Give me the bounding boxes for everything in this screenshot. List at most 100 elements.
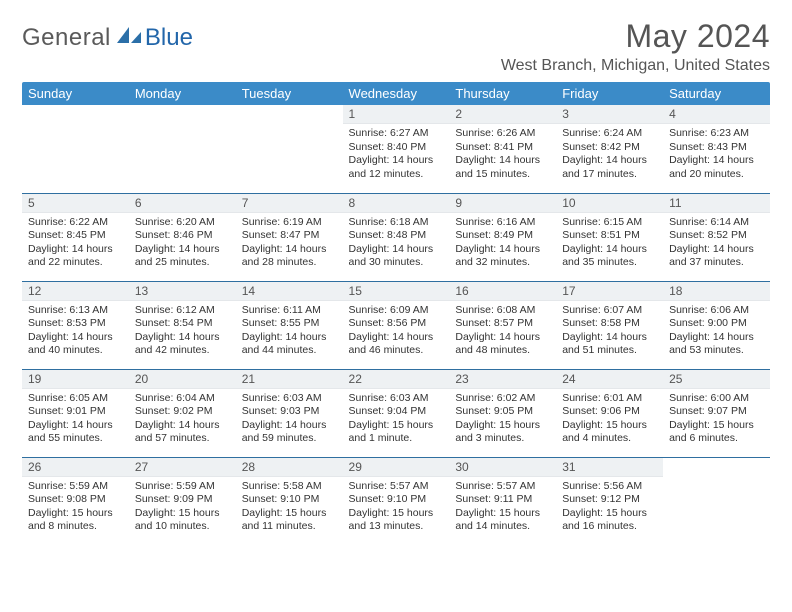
daylight-line: Daylight: 15 hours and 16 minutes. — [562, 507, 657, 534]
calendar-day-cell — [129, 105, 236, 193]
sunset-line: Sunset: 8:43 PM — [669, 141, 764, 155]
day-details: Sunrise: 6:13 AMSunset: 8:53 PMDaylight:… — [22, 301, 129, 363]
daylight-line: Daylight: 15 hours and 14 minutes. — [455, 507, 550, 534]
calendar-day-cell — [663, 457, 770, 545]
sunset-line: Sunset: 8:45 PM — [28, 229, 123, 243]
calendar-day-cell: 30Sunrise: 5:57 AMSunset: 9:11 PMDayligh… — [449, 457, 556, 545]
day-details: Sunrise: 6:15 AMSunset: 8:51 PMDaylight:… — [556, 213, 663, 275]
month-title: May 2024 — [501, 18, 770, 55]
calendar-day-cell: 11Sunrise: 6:14 AMSunset: 8:52 PMDayligh… — [663, 193, 770, 281]
day-number: 20 — [129, 370, 236, 389]
day-details: Sunrise: 6:01 AMSunset: 9:06 PMDaylight:… — [556, 389, 663, 451]
sunset-line: Sunset: 8:41 PM — [455, 141, 550, 155]
sunrise-line: Sunrise: 6:22 AM — [28, 216, 123, 230]
daylight-line: Daylight: 15 hours and 3 minutes. — [455, 419, 550, 446]
sunrise-line: Sunrise: 6:05 AM — [28, 392, 123, 406]
sunrise-line: Sunrise: 6:26 AM — [455, 127, 550, 141]
sunset-line: Sunset: 8:42 PM — [562, 141, 657, 155]
day-details: Sunrise: 6:08 AMSunset: 8:57 PMDaylight:… — [449, 301, 556, 363]
weekday-header-row: Sunday Monday Tuesday Wednesday Thursday… — [22, 82, 770, 105]
calendar-day-cell: 20Sunrise: 6:04 AMSunset: 9:02 PMDayligh… — [129, 369, 236, 457]
calendar-day-cell: 9Sunrise: 6:16 AMSunset: 8:49 PMDaylight… — [449, 193, 556, 281]
sunrise-line: Sunrise: 6:24 AM — [562, 127, 657, 141]
day-number: 3 — [556, 105, 663, 124]
calendar-day-cell — [22, 105, 129, 193]
sunset-line: Sunset: 9:04 PM — [349, 405, 444, 419]
daylight-line: Daylight: 14 hours and 55 minutes. — [28, 419, 123, 446]
day-number: 24 — [556, 370, 663, 389]
weekday-header: Monday — [129, 82, 236, 105]
sunset-line: Sunset: 9:10 PM — [349, 493, 444, 507]
sunrise-line: Sunrise: 6:03 AM — [349, 392, 444, 406]
daylight-line: Daylight: 14 hours and 46 minutes. — [349, 331, 444, 358]
calendar-day-cell: 17Sunrise: 6:07 AMSunset: 8:58 PMDayligh… — [556, 281, 663, 369]
day-number: 31 — [556, 458, 663, 477]
calendar-day-cell: 13Sunrise: 6:12 AMSunset: 8:54 PMDayligh… — [129, 281, 236, 369]
day-number: 21 — [236, 370, 343, 389]
sunrise-line: Sunrise: 6:08 AM — [455, 304, 550, 318]
daylight-line: Daylight: 14 hours and 20 minutes. — [669, 154, 764, 181]
day-number: 29 — [343, 458, 450, 477]
title-block: May 2024 West Branch, Michigan, United S… — [501, 18, 770, 75]
day-details: Sunrise: 6:12 AMSunset: 8:54 PMDaylight:… — [129, 301, 236, 363]
sunrise-line: Sunrise: 5:59 AM — [135, 480, 230, 494]
calendar-day-cell: 19Sunrise: 6:05 AMSunset: 9:01 PMDayligh… — [22, 369, 129, 457]
day-number: 22 — [343, 370, 450, 389]
calendar-day-cell: 12Sunrise: 6:13 AMSunset: 8:53 PMDayligh… — [22, 281, 129, 369]
sunset-line: Sunset: 9:00 PM — [669, 317, 764, 331]
daylight-line: Daylight: 14 hours and 42 minutes. — [135, 331, 230, 358]
day-details: Sunrise: 6:03 AMSunset: 9:03 PMDaylight:… — [236, 389, 343, 451]
day-details: Sunrise: 6:11 AMSunset: 8:55 PMDaylight:… — [236, 301, 343, 363]
logo-text-blue: Blue — [145, 24, 193, 52]
daylight-line: Daylight: 14 hours and 37 minutes. — [669, 243, 764, 270]
calendar-day-cell: 31Sunrise: 5:56 AMSunset: 9:12 PMDayligh… — [556, 457, 663, 545]
sunset-line: Sunset: 9:03 PM — [242, 405, 337, 419]
sunset-line: Sunset: 9:07 PM — [669, 405, 764, 419]
weekday-header: Sunday — [22, 82, 129, 105]
sunrise-line: Sunrise: 6:13 AM — [28, 304, 123, 318]
sunset-line: Sunset: 9:02 PM — [135, 405, 230, 419]
daylight-line: Daylight: 14 hours and 40 minutes. — [28, 331, 123, 358]
sunset-line: Sunset: 8:47 PM — [242, 229, 337, 243]
logo: General Blue — [22, 18, 193, 52]
day-number: 13 — [129, 282, 236, 301]
daylight-line: Daylight: 14 hours and 59 minutes. — [242, 419, 337, 446]
daylight-line: Daylight: 14 hours and 22 minutes. — [28, 243, 123, 270]
sunrise-line: Sunrise: 6:14 AM — [669, 216, 764, 230]
sunset-line: Sunset: 8:57 PM — [455, 317, 550, 331]
sunset-line: Sunset: 9:06 PM — [562, 405, 657, 419]
weekday-header: Wednesday — [343, 82, 450, 105]
calendar-day-cell: 22Sunrise: 6:03 AMSunset: 9:04 PMDayligh… — [343, 369, 450, 457]
sunrise-line: Sunrise: 6:09 AM — [349, 304, 444, 318]
calendar-day-cell: 28Sunrise: 5:58 AMSunset: 9:10 PMDayligh… — [236, 457, 343, 545]
daylight-line: Daylight: 15 hours and 10 minutes. — [135, 507, 230, 534]
calendar-day-cell: 10Sunrise: 6:15 AMSunset: 8:51 PMDayligh… — [556, 193, 663, 281]
header: General Blue May 2024 West Branch, Michi… — [22, 18, 770, 74]
day-number: 30 — [449, 458, 556, 477]
calendar-day-cell: 8Sunrise: 6:18 AMSunset: 8:48 PMDaylight… — [343, 193, 450, 281]
day-number: 14 — [236, 282, 343, 301]
sunrise-line: Sunrise: 5:58 AM — [242, 480, 337, 494]
day-number: 15 — [343, 282, 450, 301]
day-number: 9 — [449, 194, 556, 213]
day-details: Sunrise: 6:02 AMSunset: 9:05 PMDaylight:… — [449, 389, 556, 451]
daylight-line: Daylight: 14 hours and 51 minutes. — [562, 331, 657, 358]
day-number: 1 — [343, 105, 450, 124]
daylight-line: Daylight: 14 hours and 44 minutes. — [242, 331, 337, 358]
weekday-header: Friday — [556, 82, 663, 105]
calendar-day-cell: 18Sunrise: 6:06 AMSunset: 9:00 PMDayligh… — [663, 281, 770, 369]
daylight-line: Daylight: 14 hours and 25 minutes. — [135, 243, 230, 270]
calendar-day-cell: 15Sunrise: 6:09 AMSunset: 8:56 PMDayligh… — [343, 281, 450, 369]
sunrise-line: Sunrise: 6:11 AM — [242, 304, 337, 318]
sunrise-line: Sunrise: 6:18 AM — [349, 216, 444, 230]
day-details: Sunrise: 6:23 AMSunset: 8:43 PMDaylight:… — [663, 124, 770, 186]
day-details: Sunrise: 5:56 AMSunset: 9:12 PMDaylight:… — [556, 477, 663, 539]
calendar-week-row: 5Sunrise: 6:22 AMSunset: 8:45 PMDaylight… — [22, 193, 770, 281]
sail-icon — [111, 24, 145, 52]
location: West Branch, Michigan, United States — [501, 57, 770, 75]
calendar-day-cell: 14Sunrise: 6:11 AMSunset: 8:55 PMDayligh… — [236, 281, 343, 369]
sunrise-line: Sunrise: 5:56 AM — [562, 480, 657, 494]
calendar-day-cell: 16Sunrise: 6:08 AMSunset: 8:57 PMDayligh… — [449, 281, 556, 369]
sunrise-line: Sunrise: 6:02 AM — [455, 392, 550, 406]
daylight-line: Daylight: 14 hours and 53 minutes. — [669, 331, 764, 358]
